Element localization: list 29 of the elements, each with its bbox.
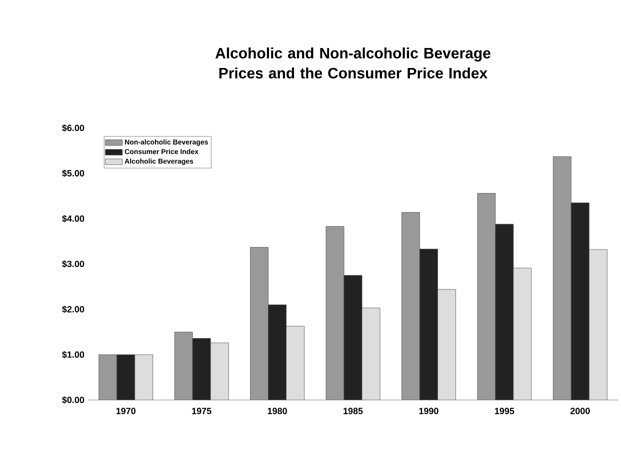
bar xyxy=(513,268,532,400)
bar xyxy=(495,224,514,400)
bar xyxy=(420,248,438,400)
y-tick-label: $6.00 xyxy=(62,124,84,132)
bar xyxy=(134,354,154,400)
y-tick-label: $4.00 xyxy=(62,214,84,222)
x-tick-label: 1995 xyxy=(494,408,514,414)
y-tick-label: $0.00 xyxy=(62,396,84,404)
bar xyxy=(286,326,304,400)
bar xyxy=(192,338,211,400)
x-tick-label: 1970 xyxy=(116,408,136,414)
x-tick-label: 1975 xyxy=(192,408,212,414)
bar xyxy=(362,308,380,400)
y-tick-label: $5.00 xyxy=(62,170,84,178)
bar xyxy=(116,354,136,400)
bar xyxy=(588,249,608,400)
y-tick-label: $3.00 xyxy=(62,260,84,268)
x-tick-label: 1980 xyxy=(268,408,287,414)
bar xyxy=(344,275,362,400)
chart-title: Alcoholic and Non-alcoholic Beverage Prices and the Consumer Price Index xyxy=(215,47,490,78)
bar xyxy=(268,304,286,400)
x-tick-label: 2000 xyxy=(570,408,590,414)
bar xyxy=(570,202,590,400)
bar xyxy=(438,289,456,400)
y-tick-label: $1.00 xyxy=(62,350,84,358)
x-tick-label: 1990 xyxy=(419,408,438,414)
y-tick-label: $2.00 xyxy=(62,306,84,314)
x-tick-label: 1985 xyxy=(344,408,363,414)
bar xyxy=(210,342,229,400)
